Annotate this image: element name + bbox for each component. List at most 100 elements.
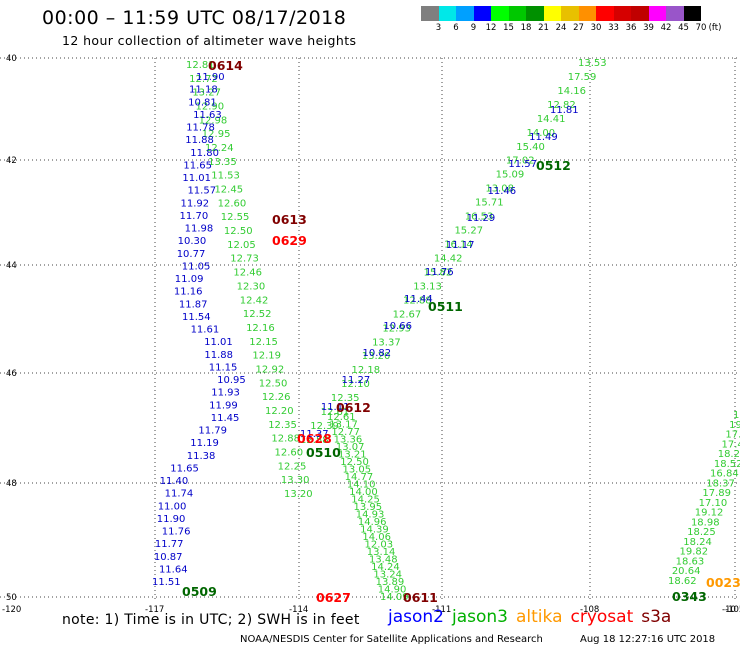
swh-value: 13.95 xyxy=(354,502,383,513)
swh-value: 11.00 xyxy=(158,501,187,512)
swh-value: 11.05 xyxy=(182,261,211,272)
swh-value: 11.80 xyxy=(190,148,219,159)
longitude-label: -108 xyxy=(580,605,599,615)
swh-value: 14.16 xyxy=(557,86,586,97)
swh-value: 19.12 xyxy=(695,508,724,519)
latitude-label: 46 xyxy=(6,369,17,379)
swh-value: 11.53 xyxy=(211,171,240,182)
swh-value: 12.92 xyxy=(256,364,285,375)
color-swatch xyxy=(508,6,526,21)
swh-value: 11.37 xyxy=(300,429,329,440)
swh-value: 11.09 xyxy=(175,274,204,285)
color-swatch xyxy=(491,6,509,21)
track-jason3-0512: 13.53 17.59 14.16 12.82 14.41 14.00 15.40 17.02… xyxy=(300,58,607,446)
swh-value: 12.98 xyxy=(199,115,228,126)
swh-value: 13.08 xyxy=(485,184,514,195)
swh-value: 12.50 xyxy=(224,226,253,237)
swh-value: 12.81 xyxy=(186,60,215,71)
swh-value: 18.23 xyxy=(718,449,740,460)
swh-value: 14.10 xyxy=(347,480,376,491)
swh-value: 16.84 xyxy=(710,469,739,480)
swh-value: 13.14 xyxy=(367,547,396,558)
swh-value: 12.39 xyxy=(310,421,339,432)
swh-value: 11.15 xyxy=(209,362,238,373)
swh-value: 12.16 xyxy=(246,323,275,334)
pass-label: 0510 xyxy=(306,445,341,460)
page-title: 00:00 – 11:59 UTC 08/17/2018 xyxy=(42,7,347,29)
swh-value: 12.19 xyxy=(252,351,281,362)
legend-item-altika: altika xyxy=(516,607,563,627)
swh-value: 12.20 xyxy=(265,406,294,417)
swh-value: 11.44 xyxy=(404,294,433,305)
track-jason2-0614: 11.9011.1810.8111.6311.7811.8811.8011.65… xyxy=(152,72,246,588)
swh-value: 14.96 xyxy=(358,517,387,528)
color-swatch xyxy=(543,6,561,21)
swh-value: 11.63 xyxy=(193,110,222,121)
swh-value: 18.60 xyxy=(733,410,740,421)
swh-value: 11.64 xyxy=(159,564,188,575)
swh-value: 12.50 xyxy=(340,457,369,468)
color-scale-label: 42 xyxy=(660,23,672,33)
swh-value: 13.30 xyxy=(281,475,310,486)
swh-value: 11.88 xyxy=(204,350,233,361)
swh-value: 19.82 xyxy=(679,547,708,558)
swh-value: 13.17 xyxy=(329,420,358,431)
swh-value: 12.35 xyxy=(331,393,360,404)
swh-value: 12.90 xyxy=(195,102,224,113)
satellite-tracks: 12.81 12.72 13.27 12.90 12.98 12.95 12.24 13.35… xyxy=(152,58,740,603)
swh-value: 10.81 xyxy=(188,97,217,108)
swh-value: 11.38 xyxy=(187,451,216,462)
swh-value: 15.09 xyxy=(496,170,525,181)
swh-value: 13.21 xyxy=(338,450,367,461)
swh-value: 17.59 xyxy=(568,72,597,83)
swh-value: 14.24 xyxy=(371,562,400,573)
swh-value: 11.99 xyxy=(209,400,238,411)
swh-value: 15.82 xyxy=(424,267,453,278)
legend-item-jason3: jason3 xyxy=(452,607,508,627)
swh-value: 15.71 xyxy=(475,198,504,209)
color-scale-label: 36 xyxy=(625,23,637,33)
swh-value: 12.50 xyxy=(259,378,288,389)
pass-label: 0627 xyxy=(316,590,351,605)
swh-value: 14.06 xyxy=(362,532,391,543)
swh-value: 11.27 xyxy=(342,375,371,386)
swh-value: 14.41 xyxy=(537,114,566,125)
swh-value: 10.66 xyxy=(383,321,412,332)
color-scale-label: 12 xyxy=(485,23,497,33)
color-swatch xyxy=(683,6,701,21)
swh-value: 11.49 xyxy=(529,132,558,143)
swh-value: 10.30 xyxy=(178,236,207,247)
swh-value: 12.67 xyxy=(393,309,422,320)
swh-value: 12.60 xyxy=(218,198,247,209)
color-scale-label: 15 xyxy=(503,23,514,33)
swh-value: 12.10 xyxy=(341,379,370,390)
pass-label: 0509 xyxy=(182,584,217,599)
swh-value: 12.42 xyxy=(240,295,269,306)
swh-value: 12.88 xyxy=(271,434,300,445)
credit-line: NOAA/NESDIS Center for Satellite Applica… xyxy=(240,634,543,645)
swh-value: 20.64 xyxy=(672,566,701,577)
pass-label: 0628 xyxy=(297,431,332,446)
color-scale-label: 45 xyxy=(678,23,689,33)
color-scale-label: 3 xyxy=(435,23,442,33)
longitude-label: -111 xyxy=(432,605,451,615)
pass-label: 0512 xyxy=(536,158,571,173)
swh-value: 11.51 xyxy=(152,577,181,588)
swh-value: 13.37 xyxy=(372,337,401,348)
swh-value: 13.20 xyxy=(284,489,313,500)
swh-value: 18.63 xyxy=(676,556,705,567)
pass-label: 0343 xyxy=(672,589,707,604)
legend-item-cryosat: cryosat xyxy=(570,607,634,627)
swh-value: 10.77 xyxy=(177,249,206,260)
swh-value: 11.11 xyxy=(321,402,350,413)
swh-value: 10.95 xyxy=(217,375,246,386)
swh-value: 11.65 xyxy=(183,160,212,171)
swh-value: 11.29 xyxy=(467,213,496,224)
color-swatch xyxy=(578,6,596,21)
axis-tick-labels: 40 42 44 46 48 50 -117 -114 -111 -108 -105 -120 -10 xyxy=(2,54,740,615)
swh-value: 12.35 xyxy=(268,420,297,431)
swh-value: 13.53 xyxy=(578,58,607,69)
swh-value: 12.82 xyxy=(547,100,576,111)
swh-value: 11.87 xyxy=(179,299,208,310)
lat-lon-grid xyxy=(0,57,740,600)
